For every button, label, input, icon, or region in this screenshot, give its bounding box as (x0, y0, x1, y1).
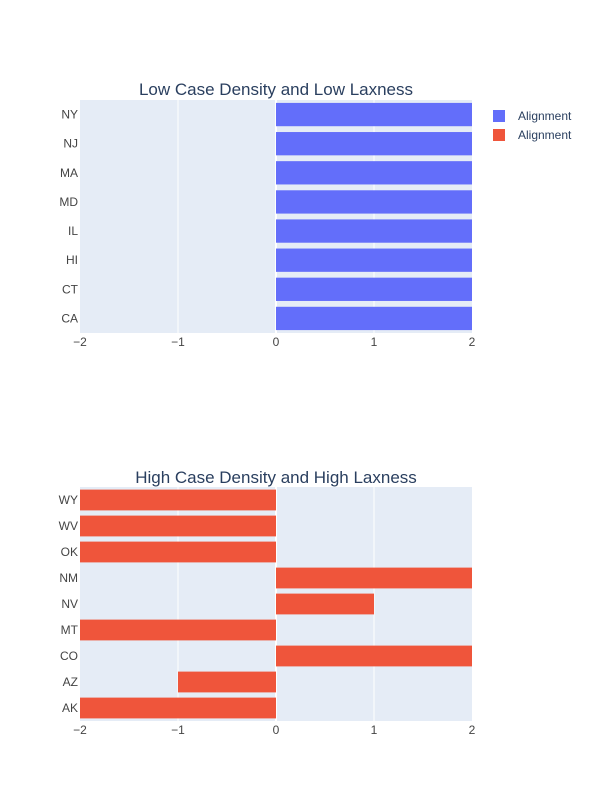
bar-hi (276, 248, 472, 272)
legend-swatch (493, 109, 505, 122)
chart-panel-2: −2 −1 0 1 2 AK AZ CO MT NV NM OK WV WY High Case Densi… (59, 468, 476, 737)
y-tick-label: CT (62, 282, 79, 296)
chart-title: Low Case Density and Low Laxness (139, 80, 413, 99)
legend-swatch (493, 128, 505, 141)
bar-ca (276, 306, 472, 331)
bar-md (276, 190, 472, 214)
y-tick-label: HI (66, 253, 78, 267)
bar-mt (80, 619, 276, 641)
y-tick-label: AZ (63, 675, 78, 689)
legend: Alignment Alignment (493, 106, 571, 144)
bar-co (276, 645, 472, 667)
x-tick-label: 1 (371, 723, 378, 737)
x-tick-label: −1 (171, 335, 185, 349)
bar-nm (276, 567, 472, 589)
bar-il (276, 219, 472, 243)
bar-ok (80, 541, 276, 563)
y-tick-label: NV (61, 597, 78, 611)
x-tick-label: 0 (273, 723, 280, 737)
y-tick-label: AK (62, 701, 78, 715)
y-tick-label: NY (61, 108, 78, 122)
chart-panel-1: −2 −1 0 1 2 CA CT HI IL MD MA NJ NY Low Case Density … (59, 80, 475, 349)
bar-ny (276, 102, 472, 127)
x-tick-label: 2 (469, 723, 476, 737)
y-tick-label: WY (59, 493, 78, 507)
y-tick-label: OK (61, 545, 78, 559)
legend-item[interactable]: Alignment (493, 125, 571, 144)
x-tick-label: −1 (171, 723, 185, 737)
legend-label: Alignment (518, 108, 572, 123)
x-tick-label: 2 (469, 335, 476, 349)
x-tick-label: 1 (371, 335, 378, 349)
y-tick-label: CA (61, 311, 78, 325)
legend-label: Alignment (518, 127, 572, 142)
y-tick-label: WV (59, 519, 78, 533)
bar-ma (276, 161, 472, 185)
bar-ak (80, 697, 276, 719)
bar-az (178, 671, 276, 693)
bar-nv (276, 593, 374, 615)
bar-wv (80, 515, 276, 537)
bar-nj (276, 132, 472, 156)
chart-title: High Case Density and High Laxness (135, 468, 417, 487)
legend-item[interactable]: Alignment (493, 106, 571, 125)
y-tick-label: MA (60, 166, 78, 180)
y-tick-label: MT (61, 623, 79, 637)
x-tick-label: 0 (273, 335, 280, 349)
y-tick-label: NJ (63, 137, 78, 151)
y-tick-label: NM (59, 571, 78, 585)
x-tick-label: −2 (73, 335, 87, 349)
bar-ct (276, 277, 472, 301)
y-tick-label: CO (60, 649, 78, 663)
x-tick-label: −2 (73, 723, 87, 737)
y-tick-label: MD (59, 195, 78, 209)
bar-wy (80, 489, 276, 511)
y-tick-label: IL (68, 224, 78, 238)
